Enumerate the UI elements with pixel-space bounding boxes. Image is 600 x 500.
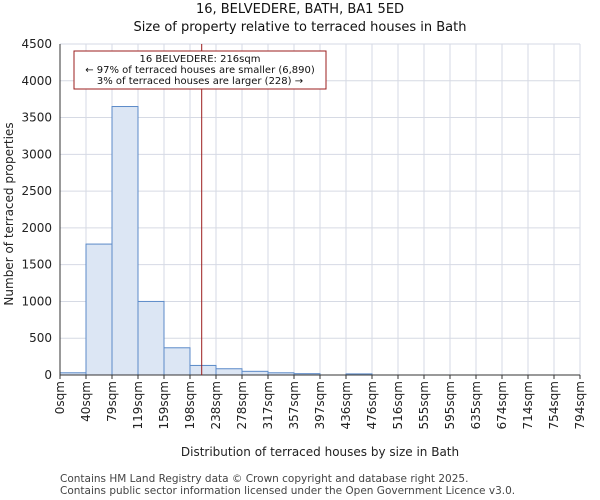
x-tick-label: 555sqm [417, 381, 431, 429]
marker-layer: 16 BELVEDERE: 216sqm ← 97% of terraced h… [73, 44, 327, 375]
x-tick-label: 317sqm [261, 381, 275, 429]
chart-subtitle: Size of property relative to terraced ho… [133, 20, 467, 35]
y-tick-label: 3000 [21, 147, 52, 161]
x-tick-label: 635sqm [469, 381, 483, 429]
x-tick-label: 79sqm [105, 381, 119, 422]
axis-layer: 0 500 1000 1500 2000 2500 3000 3500 4000 4500 0sqm… [21, 37, 587, 429]
x-tick-label: 436sqm [339, 381, 353, 429]
x-tick-label: 794sqm [573, 381, 587, 429]
histogram-bar [215, 368, 243, 376]
footer-line-1: Contains HM Land Registry data © Crown c… [60, 473, 469, 485]
x-tick-label: 357sqm [287, 381, 301, 429]
y-tick-label: 1500 [21, 258, 52, 272]
label-layer: Distribution of terraced houses by size … [2, 122, 459, 459]
y-tick-label: 2000 [21, 221, 52, 235]
histogram-bar [241, 370, 269, 376]
footer-line-2: Contains public sector information licen… [60, 485, 516, 497]
histogram-bar [137, 300, 165, 376]
x-tick-label: 119sqm [131, 381, 145, 429]
y-tick-label: 4000 [21, 74, 52, 88]
x-tick-label: 238sqm [209, 381, 223, 429]
annotation-line-3: 3% of terraced houses are larger (228) → [97, 76, 303, 87]
histogram-bar [163, 347, 191, 376]
y-tick-label: 2500 [21, 184, 52, 198]
annotation-line-1: 16 BELVEDERE: 216sqm [140, 54, 261, 65]
annotation-box [73, 50, 327, 90]
x-tick-label: 476sqm [365, 381, 379, 429]
y-axis-label: Number of terraced properties [2, 122, 16, 305]
x-tick-label: 674sqm [495, 381, 509, 429]
y-tick-label: 3500 [21, 111, 52, 125]
y-tick-label: 4500 [21, 37, 52, 51]
chart-canvas: 0 500 1000 1500 2000 2500 3000 3500 4000 4500 0sqm… [2, 37, 587, 459]
x-tick-label: 278sqm [235, 381, 249, 429]
x-tick-label: 0sqm [53, 381, 67, 414]
x-tick-label: 595sqm [443, 381, 457, 429]
histogram-bar [189, 364, 217, 376]
x-tick-label: 516sqm [391, 381, 405, 429]
y-tick-label: 0 [44, 368, 52, 382]
histogram-bar [85, 243, 113, 376]
x-tick-label: 397sqm [313, 381, 327, 429]
x-tick-label: 714sqm [521, 381, 535, 429]
histogram-bar [111, 106, 139, 376]
x-tick-label: 754sqm [547, 381, 561, 429]
x-tick-label: 40sqm [79, 381, 93, 422]
annotation-line-2: ← 97% of terraced houses are smaller (6,… [85, 65, 315, 76]
x-tick-label: 198sqm [183, 381, 197, 429]
bar-layer [59, 106, 373, 376]
chart-title: 16, BELVEDERE, BATH, BA1 5ED [195, 2, 405, 17]
x-tick-label: 159sqm [157, 381, 171, 429]
y-tick-label: 1000 [21, 294, 52, 308]
y-tick-label: 500 [29, 331, 52, 345]
x-axis-label: Distribution of terraced houses by size … [181, 445, 459, 459]
